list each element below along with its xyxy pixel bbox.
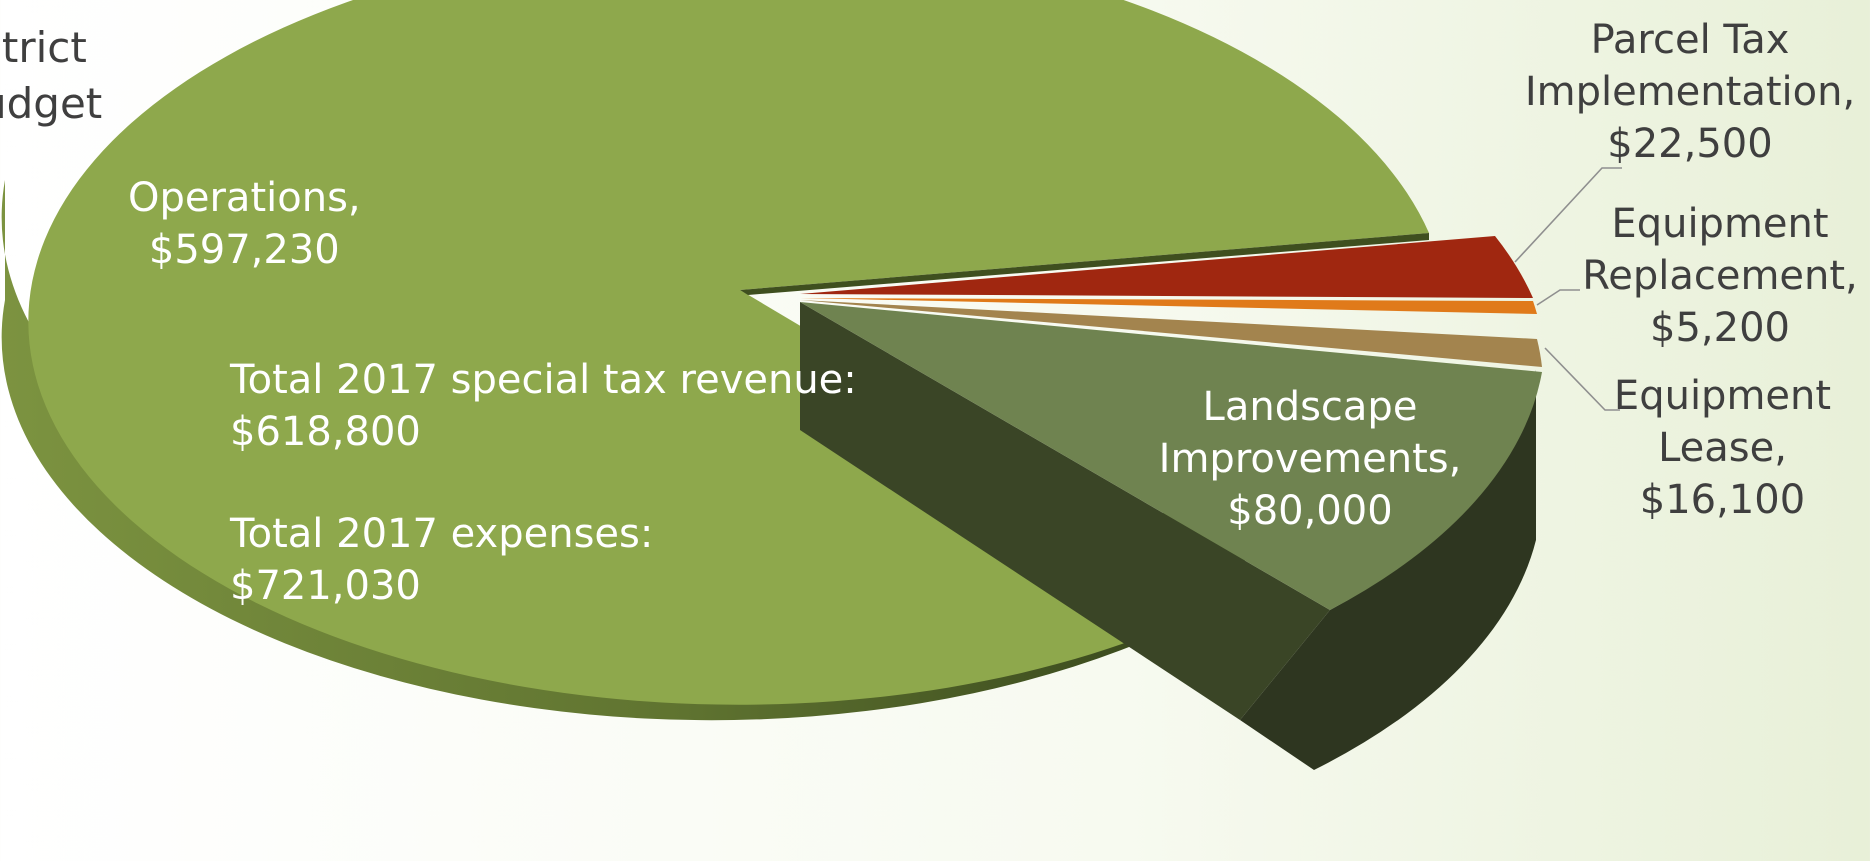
label-landscape-line: Landscape [1202,384,1418,430]
slice-parcel-tax [800,236,1533,298]
label-equipment-lease-line: Equipment [1613,373,1832,419]
slice-face-landscape [800,302,1330,720]
expenses-label: Total 2017 expenses: [230,511,654,557]
label-landscape: Landscape Improvements, $80,000 [1155,381,1465,537]
label-landscape-value: $80,000 [1227,488,1393,534]
label-equipment-lease-line: Lease, [1658,425,1787,471]
revenue-value: $618,800 [230,409,421,455]
leader-line-equipment-lease [1544,347,1620,411]
label-operations-value: $597,230 [148,227,340,273]
slice-landscape [800,302,1542,610]
label-landscape-line: Improvements, [1158,436,1462,482]
label-parcel-tax-line: Parcel Tax [1590,17,1790,63]
slice-equipment-lease [800,300,1542,367]
label-parcel-tax-line: Implementation, [1524,69,1856,115]
label-equipment-replacement: Equipment Replacement, $5,200 [1560,198,1870,354]
label-equipment-replacement-line: Replacement, [1582,253,1858,299]
expenses-value: $721,030 [230,563,421,609]
page-title-line: udget [0,79,103,128]
slice-face-operations [740,233,1429,295]
label-equipment-lease: Equipment Lease, $16,100 [1580,370,1865,526]
slice-equipment-replacement [800,298,1537,314]
leader-line-equipment-replacement [1536,289,1580,306]
page-title: strict udget [0,20,102,132]
leader-line-parcel-tax [1514,167,1622,263]
label-operations-name: Operations, [128,175,361,221]
label-equipment-replacement-value: $5,200 [1650,305,1790,351]
revenue-label: Total 2017 special tax revenue: [230,357,857,403]
label-parcel-tax: Parcel Tax Implementation, $22,500 [1515,14,1865,170]
label-equipment-lease-value: $16,100 [1639,477,1806,523]
label-operations: Operations, $597,230 [128,172,361,276]
label-parcel-tax-value: $22,500 [1607,121,1773,167]
slice-side-landscape [1240,370,1536,770]
expenses-summary: Total 2017 expenses: $721,030 [230,508,653,612]
page-title-line: strict [0,23,87,72]
label-equipment-replacement-line: Equipment [1611,201,1829,247]
revenue-summary: Total 2017 special tax revenue: $618,800 [230,354,857,458]
